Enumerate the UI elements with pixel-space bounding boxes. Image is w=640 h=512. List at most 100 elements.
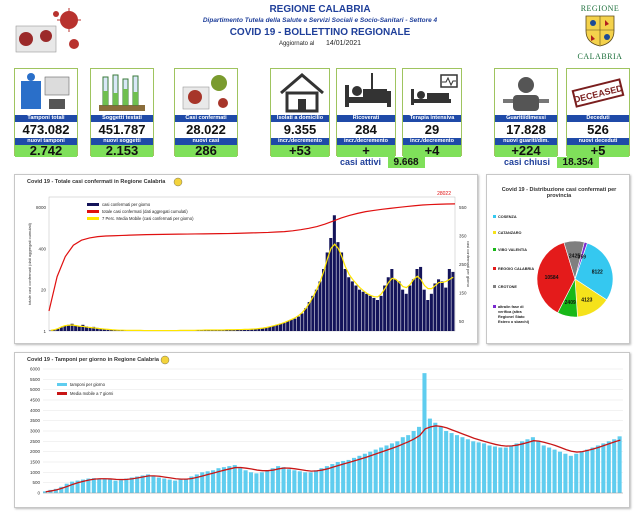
daily-tests-bar — [124, 478, 129, 493]
pie-value-label: 2425 — [569, 253, 580, 259]
healed-icon — [503, 77, 549, 111]
pie-value-label: 8122 — [592, 269, 603, 275]
daily-tests-bar — [265, 470, 270, 493]
daily-cases-bar — [408, 285, 412, 331]
daily-cases-bar — [203, 330, 207, 331]
daily-tests-bar — [276, 466, 281, 493]
pie-legend-entry: Regione/ Stato — [498, 315, 525, 319]
tile-sublabel: incr./decremento — [403, 138, 461, 145]
tile-sublabel: incr./decremento — [337, 138, 395, 145]
moving-average-line — [50, 243, 454, 332]
daily-cases-bar — [343, 269, 347, 331]
daily-tests-bar — [346, 459, 351, 493]
daily-tests-bar — [525, 439, 530, 493]
daily-cases-bar — [307, 302, 311, 331]
tile-healed: Guariti/dimessi 17.828 nuovi guariti/dim… — [494, 68, 558, 157]
tile-subvalue: + — [337, 144, 395, 157]
daily-cases-bar — [278, 323, 283, 331]
daily-tests-bar — [574, 453, 579, 493]
tile-tested-subjects: Soggetti testati 451.787 nuovi soggetti … — [90, 68, 154, 157]
daily-tests-bar — [102, 478, 107, 493]
daily-cases-bar — [350, 281, 354, 331]
confirmed-cases-chart: 8000 400 20 1 550 350 250 150 50 totale casi conf… — [27, 177, 471, 334]
daily-cases-bar — [357, 289, 362, 331]
daily-tests-bar — [520, 441, 525, 493]
left-axis-label: totale casi confermati (dati aggregati c… — [27, 222, 32, 304]
daily-tests-bar — [97, 478, 102, 493]
pie-legend-entry: REGGIO CALABRIA — [498, 267, 534, 271]
left-tick-label: 8000 — [36, 205, 47, 210]
daily-cases-bar — [52, 329, 56, 331]
daily-cases-bar — [372, 297, 376, 331]
daily-cases-bar — [365, 293, 369, 331]
y-tick-label: 1000 — [30, 470, 41, 475]
daily-tests-bar — [568, 455, 573, 493]
daily-tests-bar — [395, 441, 400, 493]
pie-legend-entry: VIBO VALENTIA — [498, 248, 527, 252]
tile-deceased: DECEASED Deceduti 526 nuovi deceduti +5 — [566, 68, 630, 157]
daily-tests-bar — [357, 455, 362, 493]
pie-legend-entry: verifica (altra — [498, 310, 523, 314]
daily-tests-bar — [145, 474, 151, 493]
daily-cases-bar — [282, 322, 286, 331]
daily-tests-bar — [118, 480, 123, 493]
daily-cases-bar — [243, 329, 247, 331]
updated-label: Aggiornato al — [278, 41, 315, 47]
daily-tests-bar — [460, 437, 465, 493]
daily-cases-bar — [386, 277, 390, 331]
left-tick-label: 400 — [38, 246, 46, 251]
daily-tests-bar — [585, 449, 590, 493]
daily-tests-bar — [536, 441, 541, 493]
right-tick-label: 50 — [459, 319, 465, 324]
daily-tests-bar — [606, 441, 611, 493]
daily-tests-bar — [384, 445, 389, 493]
daily-tests-bar — [178, 479, 183, 493]
right-tick-label: 550 — [459, 205, 467, 210]
daily-cases-bar — [322, 269, 326, 331]
cumulative-cases-line — [48, 203, 456, 312]
daily-tests-bar — [243, 470, 248, 493]
daily-cases-bar — [354, 285, 358, 331]
house-icon — [280, 73, 324, 113]
daily-cases-bar — [422, 289, 426, 331]
daily-cases-bar — [77, 326, 81, 331]
region-badge-icon — [160, 355, 170, 365]
region-title: REGIONE CALABRIA — [269, 4, 371, 15]
daily-cases-bar — [433, 283, 437, 331]
pie-legend-swatch — [493, 215, 496, 218]
daily-tests-bar — [270, 468, 275, 493]
moving-average-line — [45, 425, 621, 493]
logo-text-bottom: CALABRIA — [577, 52, 623, 61]
legend-entry: casi confermati per giorno — [102, 202, 151, 207]
closed-cases-summary: casi chiusi 18.354 — [504, 157, 600, 168]
hospital-bed-icon — [345, 73, 391, 107]
daily-tests-bar — [173, 480, 178, 493]
daily-tests-bar — [411, 431, 416, 493]
y-tick-label: 0 — [37, 491, 40, 496]
tile-subvalue: +4 — [403, 144, 461, 157]
y-tick-label: 500 — [32, 480, 40, 485]
pie-legend-swatch — [493, 231, 496, 234]
left-tick-label: 20 — [41, 288, 47, 293]
daily-cases-bar — [429, 293, 433, 331]
daily-cases-bar — [63, 325, 67, 331]
tile-subvalue: +53 — [271, 144, 329, 157]
daily-cases-bar — [95, 327, 99, 331]
daily-cases-bar — [440, 281, 444, 331]
daily-tests-bar — [254, 473, 259, 493]
pie-legend-swatch — [493, 285, 496, 288]
daily-cases-bar — [225, 329, 229, 331]
daily-tests-bar — [617, 436, 622, 493]
daily-cases-bar — [361, 291, 365, 331]
tile-subvalue: 2.153 — [91, 144, 153, 157]
daily-tests-bar — [308, 472, 313, 493]
daily-tests-bar — [194, 474, 199, 493]
daily-tests-bar — [444, 431, 449, 493]
department-title: Dipartimento Tutela della Salute e Servi… — [202, 17, 438, 24]
pie-slice — [536, 242, 576, 314]
daily-cases-bar — [437, 279, 441, 331]
legend-entry: tamponi per giorno — [70, 382, 106, 387]
tests-per-day-chart: 6000550050004500400035003000250020001500… — [30, 355, 623, 496]
tile-value: 28.022 — [186, 122, 226, 137]
tile-sublabel: nuovi deceduti — [567, 138, 629, 145]
